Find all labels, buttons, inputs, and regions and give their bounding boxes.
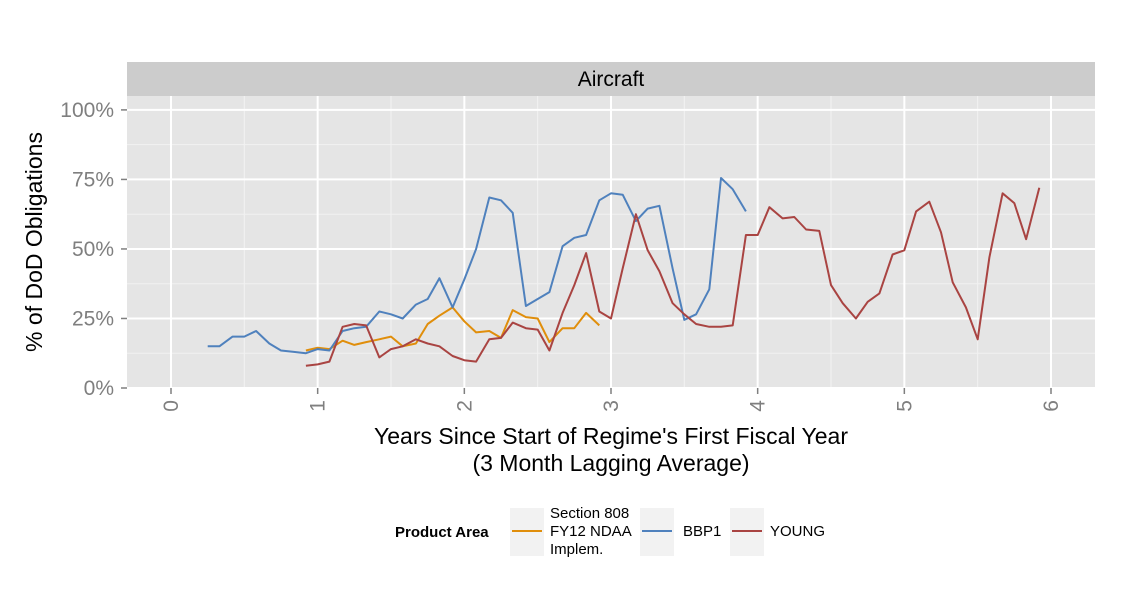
series-line	[305, 187, 1041, 367]
y-tick-label: 0%	[84, 377, 114, 400]
series-lines	[207, 177, 1041, 367]
facet-title: Aircraft	[578, 68, 645, 91]
y-tick-label: 25%	[72, 307, 114, 330]
x-tick-label: 2	[453, 400, 476, 412]
x-tick-label: 3	[600, 400, 623, 412]
x-tick-label: 4	[747, 400, 770, 412]
series-line	[207, 177, 747, 355]
x-axis-title-line2: (3 Month Lagging Average)	[472, 450, 749, 476]
x-tick-label: 1	[307, 400, 330, 412]
y-axis-title: % of DoD Obligations	[21, 132, 47, 352]
x-axis-title-line1: Years Since Start of Regime's First Fisc…	[374, 423, 848, 449]
legend-title: Product Area	[395, 524, 489, 541]
legend-label: BBP1	[683, 523, 721, 540]
legend-label: FY12 NDAA	[550, 523, 632, 540]
y-tick-label: 50%	[72, 238, 114, 261]
x-tick-label: 5	[893, 400, 916, 412]
y-tick-label: 75%	[72, 168, 114, 191]
x-tick-label: 6	[1040, 400, 1063, 412]
legend-label: Implem.	[550, 541, 603, 558]
x-tick-label: 0	[160, 400, 183, 412]
legend-label: YOUNG	[770, 523, 825, 540]
facet-strip	[127, 62, 1095, 96]
y-axis: 0% 25% 50% 75% 100%	[60, 99, 127, 400]
x-axis: 0 1 2 3 4 5 6	[160, 388, 1063, 412]
y-tick-label: 100%	[60, 99, 114, 122]
legend-label: Section 808	[550, 505, 629, 522]
